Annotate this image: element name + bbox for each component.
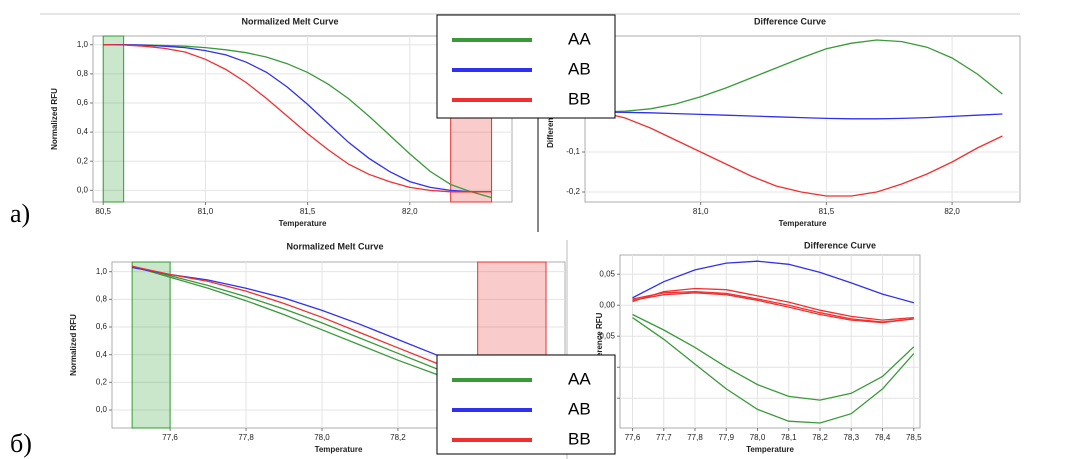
x-tick-label: 81,0 — [198, 207, 214, 216]
x-tick-label: 77,6 — [162, 433, 178, 442]
x-axis-label: Temperature — [315, 445, 363, 454]
x-tick-label: 78,5 — [906, 433, 922, 442]
chart: -0,15-0,10-0,050,000,0577,677,777,877,97… — [595, 240, 922, 454]
legend: AA AB BB — [436, 354, 616, 455]
curve — [632, 290, 914, 323]
x-tick-label: 78,2 — [390, 433, 406, 442]
y-axis-label: Normalized RFU — [50, 88, 59, 150]
x-tick-label: 78,2 — [812, 433, 828, 442]
x-tick-label: 81,5 — [300, 207, 316, 216]
chart-title: Normalized Melt Curve — [241, 16, 338, 26]
y-tick-label: 0,0 — [96, 405, 108, 414]
y-tick-label: 0,4 — [77, 127, 89, 136]
x-tick-label: 80,5 — [95, 207, 111, 216]
x-tick-label: 77,8 — [687, 433, 703, 442]
legends: AA AB BB AA AB BB — [436, 14, 616, 455]
legend-label: BB — [568, 89, 591, 108]
y-tick-label: 0,0 — [77, 185, 89, 194]
legend-label: AA — [568, 369, 591, 388]
x-tick-label: 78,4 — [875, 433, 891, 442]
legend-label: BB — [568, 429, 591, 448]
x-tick-label: 78,0 — [750, 433, 766, 442]
curve — [103, 44, 492, 193]
curve — [103, 44, 492, 199]
region — [102, 35, 125, 203]
x-tick-label: 77,6 — [625, 433, 641, 442]
y-tick-label: 0,6 — [96, 322, 108, 331]
y-tick-label: 0,05 — [599, 269, 615, 278]
curve — [600, 111, 1003, 120]
charts: 0,0 0,2 0,4 0,6 0,8 1,0 80,5 81,0 81,5 82,0 Normal… — [50, 16, 1021, 454]
x-tick-label: 81,5 — [819, 207, 835, 216]
x-axis-label: Temperature — [779, 219, 827, 228]
x-tick-label: 77,9 — [718, 433, 734, 442]
panel-label: а) — [10, 199, 30, 228]
legend-box — [436, 354, 616, 455]
y-tick-label: 0,00 — [599, 300, 615, 309]
legend-label: AA — [568, 29, 591, 48]
chart-title: Normalized Melt Curve — [286, 241, 383, 251]
panel-label: б) — [10, 429, 32, 458]
x-tick-label: 77,7 — [656, 433, 672, 442]
y-tick-label: 1,0 — [77, 40, 89, 49]
x-tick-label: 78,3 — [843, 433, 859, 442]
chart-title: Difference Curve — [804, 240, 876, 250]
y-tick-label: 0,2 — [77, 156, 89, 165]
curve — [632, 292, 914, 324]
x-tick-label: 78,0 — [314, 433, 330, 442]
x-tick-label: 81,0 — [693, 207, 709, 216]
x-tick-label: 82,0 — [944, 207, 960, 216]
x-axis-label: Temperature — [279, 219, 327, 228]
chart: -0,2 -0,1 81,0 81,5 82,0 Difference Curve Temp… — [546, 16, 1021, 228]
curve — [632, 313, 915, 401]
legend-label: AB — [568, 399, 591, 418]
y-tick-label: 0,8 — [77, 69, 89, 78]
curve — [632, 260, 914, 304]
x-tick-label: 82,0 — [402, 207, 418, 216]
y-axis-label: Normalized RFU — [69, 314, 78, 376]
curve — [632, 287, 914, 321]
y-tick-label: 0,6 — [77, 98, 89, 107]
y-tick-label: 1,0 — [96, 267, 108, 276]
curve — [599, 111, 1003, 197]
legend: AA AB BB — [436, 14, 616, 119]
chart-title: Difference Curve — [754, 16, 826, 26]
curve — [600, 39, 1003, 113]
x-axis-label: Temperature — [746, 445, 794, 454]
y-axis-label: Difference RFU — [546, 90, 555, 148]
y-tick-label: -0,05 — [597, 331, 616, 340]
plot-area — [584, 35, 1021, 203]
y-tick-label: -0,1 — [566, 147, 580, 156]
x-tick-label: 77,8 — [238, 433, 254, 442]
region — [131, 261, 171, 429]
y-tick-label: 0,8 — [96, 294, 108, 303]
curve — [632, 317, 915, 424]
x-tick-label: 78,1 — [781, 433, 797, 442]
y-axis-label: Difference RFU — [595, 312, 604, 370]
legend-label: AB — [568, 59, 591, 78]
y-tick-label: 0,4 — [96, 350, 108, 359]
curve — [103, 44, 492, 193]
y-tick-label: -0,2 — [566, 187, 580, 196]
y-tick-label: 0,2 — [96, 377, 108, 386]
